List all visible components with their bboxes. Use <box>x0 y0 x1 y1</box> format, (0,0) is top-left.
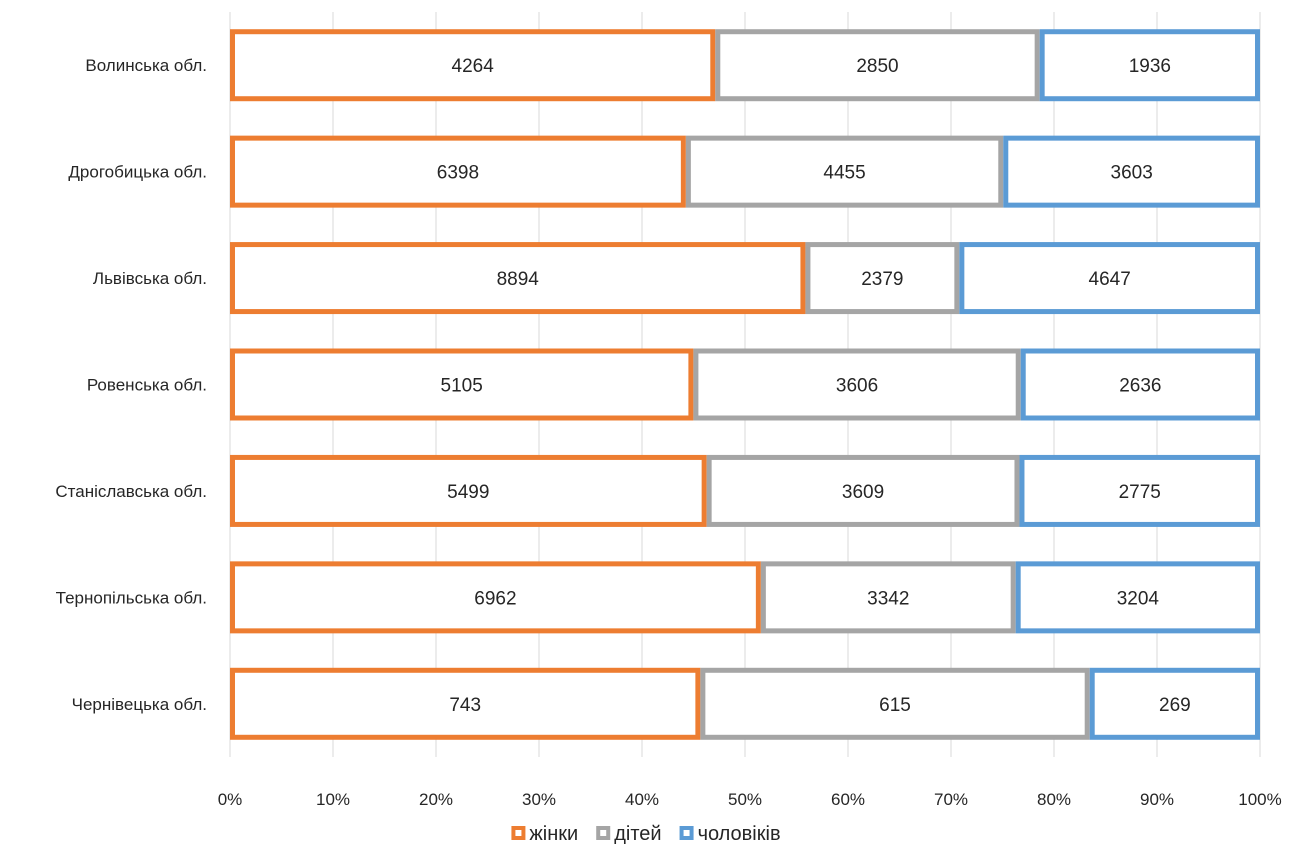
bar-segment-жінки <box>230 29 716 102</box>
category-label: Ровенська обл. <box>87 376 207 395</box>
data-label: 3603 <box>1111 163 1153 184</box>
data-label: 3609 <box>842 482 884 503</box>
legend: жінки дітей чоловіків <box>511 823 781 845</box>
x-tick-label: 0% <box>218 790 243 809</box>
x-tick-label: 80% <box>1037 790 1071 809</box>
data-label: 615 <box>879 695 911 716</box>
bar-segment-жінки <box>230 561 761 634</box>
x-tick-label: 10% <box>316 790 350 809</box>
data-label: 5499 <box>447 482 489 503</box>
data-label: 6962 <box>474 588 516 609</box>
data-label: 269 <box>1159 695 1191 716</box>
x-tick-label: 70% <box>934 790 968 809</box>
bar-segment-жінки <box>230 667 701 740</box>
data-label: 5105 <box>441 376 483 397</box>
x-axis-ticks: 0% 10% 20% 30% 40% 50% 60% 70% 80% 90% 100% <box>218 790 1282 809</box>
bar-segment-дітей <box>706 454 1020 527</box>
bar-segment-жінки <box>230 348 694 421</box>
category-label: Чернівецька обл. <box>72 695 207 714</box>
x-tick-label: 90% <box>1140 790 1174 809</box>
category-labels: Волинська обл. Дрогобицька обл. Львівська … <box>55 56 207 714</box>
data-label: 6398 <box>437 163 479 184</box>
category-label: Тернопільська обл. <box>56 588 207 607</box>
data-label: 4264 <box>452 56 495 77</box>
category-label: Львівська обл. <box>93 269 207 288</box>
legend-item-жінки: жінки <box>511 823 578 845</box>
data-label: 743 <box>449 695 481 716</box>
bar-segment-дітей <box>700 667 1090 740</box>
category-label: Волинська обл. <box>85 56 207 75</box>
bar-segment-чоловіків <box>1015 561 1261 634</box>
bar-segment-жінки <box>230 454 707 527</box>
data-label: 1936 <box>1129 56 1171 77</box>
bar-segment-дітей <box>805 242 960 315</box>
bar-segment-жінки <box>230 135 686 208</box>
bar-segment-чоловіків <box>1019 454 1260 527</box>
data-label: 3342 <box>867 588 909 609</box>
bar-segment-чоловіків <box>1039 29 1260 102</box>
data-label: 3606 <box>836 376 878 397</box>
bar-segment-чоловіків <box>1003 135 1260 208</box>
bar-segment-чоловіків <box>1020 348 1260 421</box>
category-label: Дрогобицька обл. <box>68 163 207 182</box>
bar-segment-дітей <box>685 135 1004 208</box>
bar-segment-дітей <box>760 561 1016 634</box>
data-label: 2636 <box>1119 376 1161 397</box>
x-tick-label: 100% <box>1238 790 1281 809</box>
data-label: 4455 <box>823 163 865 184</box>
legend-swatch <box>511 826 526 840</box>
legend-swatch <box>596 826 611 840</box>
legend-label: дітей <box>614 823 661 845</box>
data-label: 2379 <box>861 269 903 290</box>
x-tick-label: 20% <box>419 790 453 809</box>
x-tick-label: 30% <box>522 790 556 809</box>
legend-swatch <box>679 826 694 840</box>
legend-label: чоловіків <box>698 823 781 845</box>
legend-item-дітей: дітей <box>596 823 662 845</box>
legend-item-чоловіків: чоловіків <box>679 823 781 845</box>
x-tick-label: 40% <box>625 790 659 809</box>
data-label: 2850 <box>856 56 898 77</box>
bars: 4264 2850 1936 6398 4455 3603 8894 2379 4647 5105… <box>230 29 1261 740</box>
x-tick-label: 50% <box>728 790 762 809</box>
data-label: 8894 <box>497 269 540 290</box>
bar-segment-жінки <box>230 242 806 315</box>
data-label: 2775 <box>1119 482 1161 503</box>
data-label: 4647 <box>1089 269 1131 290</box>
bar-segment-чоловіків <box>1089 667 1260 740</box>
legend-label: жінки <box>529 823 578 845</box>
category-label: Станіславська обл. <box>55 482 207 501</box>
data-label: 3204 <box>1117 588 1160 609</box>
bar-segment-дітей <box>693 348 1021 421</box>
x-tick-label: 60% <box>831 790 865 809</box>
bar-segment-дітей <box>715 29 1040 102</box>
bar-segment-чоловіків <box>959 242 1261 315</box>
